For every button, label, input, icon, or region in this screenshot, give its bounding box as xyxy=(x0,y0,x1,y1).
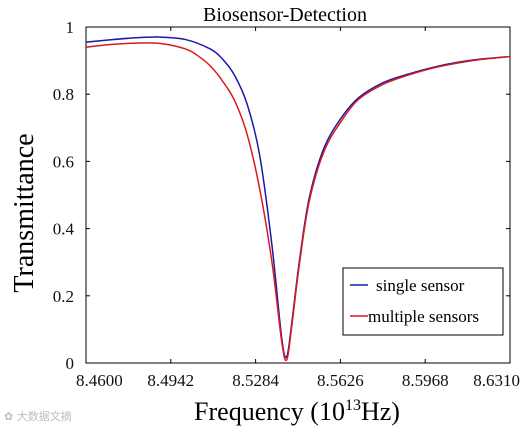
y-tick-label-5: 1 xyxy=(66,18,75,37)
y-tick-label-0: 0 xyxy=(66,354,75,373)
x-tick-label-2: 8.5284 xyxy=(232,371,279,390)
watermark-text: 大数据文摘 xyxy=(16,410,72,423)
legend: single sensor multiple sensors xyxy=(342,267,504,336)
legend-label-multiple-sensors: multiple sensors xyxy=(368,307,479,326)
x-axis-title-sup: 13 xyxy=(345,397,361,414)
series-line-multiple-sensors xyxy=(85,42,511,362)
y-axis-title: Transmittance xyxy=(9,133,40,292)
x-tick-label-4: 8.5968 xyxy=(402,371,449,390)
x-tick-label-3: 8.5626 xyxy=(317,371,364,390)
y-tick-label-2: 0.4 xyxy=(53,220,75,239)
y-tick-label-4: 0.8 xyxy=(53,85,74,104)
y-tick-label-3: 0.6 xyxy=(53,152,74,171)
y-tick-label-1: 0.2 xyxy=(53,287,74,306)
x-axis-title-unit: Hz) xyxy=(361,397,400,426)
x-axis-title: Frequency (1013Hz) xyxy=(194,397,400,426)
legend-box xyxy=(342,267,504,336)
series-layer xyxy=(85,36,511,362)
chart-title: Biosensor-Detection xyxy=(203,4,367,26)
x-tick-label-5: 8.6310 xyxy=(473,371,520,390)
ticks-group: 8.4600 8.4942 8.5284 8.5626 8.5968 8.6310 0 0.2… xyxy=(53,18,520,390)
watermark-logo-icon: ✿ xyxy=(4,410,17,423)
x-axis-title-text: Frequency (10 xyxy=(194,397,345,426)
x-tick-label-1: 8.4942 xyxy=(147,371,194,390)
plot-frame xyxy=(85,26,511,364)
x-tick-label-0: 8.4600 xyxy=(76,371,123,390)
watermark: ✿ 大数据文摘 xyxy=(4,408,72,424)
legend-label-single-sensor: single sensor xyxy=(376,276,465,295)
